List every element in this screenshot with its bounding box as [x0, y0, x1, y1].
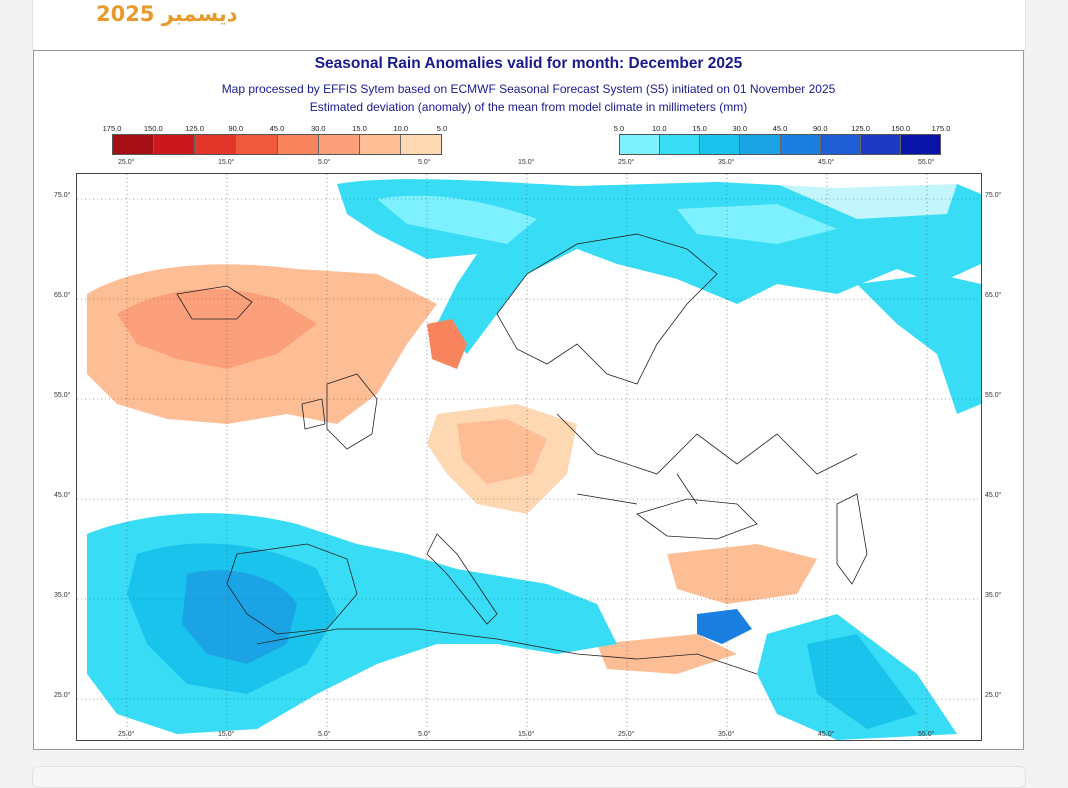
- map-subtitle-description: Estimated deviation (anomaly) of the mea…: [309, 100, 748, 114]
- legend-dry-swatch-7: [400, 135, 441, 154]
- lat-label-left-45: 45.0°: [54, 492, 71, 499]
- legend-wet-swatch-2: [700, 135, 741, 154]
- legend-wet-swatch-1: [660, 135, 701, 154]
- lat-label-right-35: 35.0°: [985, 592, 1002, 599]
- east-arctic-wet: [857, 274, 981, 414]
- legend-wet-anomaly: 5.0 10.0 15.0 30.0 45.0 90.0 125.0 150.0 175.0: [614, 124, 951, 160]
- legend-dry-label-5: 30.0: [310, 124, 326, 133]
- lon-label-top-1: 25.0°: [118, 159, 135, 166]
- lat-label-right-25: 25.0°: [985, 692, 1002, 699]
- map-subtitle-source: Map processed by EFFIS Sytem based on EC…: [221, 82, 836, 96]
- atlantic-dry-anomaly-core: [117, 289, 317, 369]
- turkey-dry: [667, 544, 817, 604]
- lon-label-bottom-5: 15.0°: [518, 731, 535, 738]
- lon-label-bottom-3: 5.0°: [318, 731, 331, 738]
- legend-wet-label-8: 175.0: [931, 124, 951, 133]
- lat-label-right-55: 55.0°: [985, 392, 1002, 399]
- lon-label-top-5: 15.0°: [518, 159, 535, 166]
- legend-dry-label-8: 5.0: [436, 124, 448, 133]
- lat-label-left-75: 75.0°: [54, 192, 71, 199]
- legend-dry-label-7: 10.0: [393, 124, 409, 133]
- lon-label-bottom-6: 25.0°: [618, 731, 635, 738]
- legend-wet-swatch-3: [740, 135, 781, 154]
- legend-wet-swatch-5: [820, 135, 861, 154]
- footer-card: [32, 766, 1026, 788]
- lat-label-right-65: 65.0°: [985, 292, 1002, 299]
- legend-wet-swatch-4: [780, 135, 821, 154]
- lat-label-right-75: 75.0°: [985, 192, 1002, 199]
- anomaly-map: [76, 173, 982, 741]
- arctic-wet-anomaly-core: [377, 195, 837, 244]
- legend-wet-swatch-0: [620, 135, 661, 154]
- lat-label-left-35: 35.0°: [54, 592, 71, 599]
- lon-label-top-7: 35.0°: [718, 159, 735, 166]
- legend-dry-label-6: 15.0: [352, 124, 367, 133]
- legend-wet-swatch-6: [860, 135, 901, 154]
- legend-wet-label-7: 150.0: [891, 124, 911, 133]
- lon-label-bottom-4: 5.0°: [418, 731, 431, 738]
- legend-dry-label-3: 90.0: [228, 124, 244, 133]
- lon-label-bottom-8: 45.0°: [818, 731, 835, 738]
- lon-label-bottom-9: 55.0°: [918, 731, 935, 738]
- anomaly-map-svg: [77, 174, 981, 740]
- legend-wet-label-4: 45.0: [772, 124, 788, 133]
- legend-dry-swatch-5: [318, 135, 360, 154]
- italy-coastline: [426, 533, 498, 625]
- lon-label-bottom-7: 35.0°: [718, 731, 735, 738]
- legend-dry-swatch-1: [154, 135, 196, 154]
- norway-dry-spot: [427, 319, 467, 369]
- legend-dry-label-0: 175.0: [102, 124, 122, 133]
- middle-east-wet-core: [807, 634, 917, 729]
- legend-dry-label-2: 125.0: [185, 124, 204, 133]
- legend-wet-label-3: 30.0: [732, 124, 748, 133]
- lon-label-bottom-2: 15.0°: [218, 731, 235, 738]
- legend-wet-label-0: 5.0: [613, 124, 625, 133]
- british-isles-coastline: [301, 373, 378, 450]
- lon-label-top-2: 15.0°: [218, 159, 235, 166]
- legend-dry-colorbar: [112, 134, 442, 155]
- arctic-high-lat-light: [777, 184, 957, 219]
- header-card: ديسمبر 2025: [32, 0, 1026, 53]
- legend-dry-label-4: 45.0: [269, 124, 285, 133]
- legend-dry-swatch-4: [277, 135, 319, 154]
- lon-label-top-8: 45.0°: [818, 159, 835, 166]
- page-heading: ديسمبر 2025: [96, 2, 238, 26]
- legend-wet-labels: 5.0 10.0 15.0 30.0 45.0 90.0 125.0 150.0 175.0: [614, 124, 951, 134]
- legend-dry-labels: 175.0 150.0 125.0 90.0 45.0 30.0 15.0 10.0 5.0: [103, 124, 448, 134]
- lon-label-bottom-1: 25.0°: [118, 731, 135, 738]
- lon-label-top-9: 55.0°: [918, 159, 935, 166]
- scandinavia-coastline: [496, 233, 718, 385]
- lon-label-top-3: 5.0°: [318, 159, 331, 166]
- north-africa-coastline: [256, 628, 758, 675]
- legend-dry-label-1: 150.0: [143, 124, 163, 133]
- forecast-map-card: Seasonal Rain Anomalies valid for month:…: [33, 50, 1024, 750]
- legend-dry-swatch-3: [236, 135, 278, 154]
- lat-label-left-65: 65.0°: [54, 292, 71, 299]
- lon-label-top-4: 5.0°: [418, 159, 431, 166]
- lat-label-left-25: 25.0°: [54, 692, 71, 699]
- legend-dry-swatch-6: [359, 135, 401, 154]
- iceland-coastline: [176, 285, 253, 320]
- legend-wet-label-2: 15.0: [692, 124, 707, 133]
- legend-dry-swatch-2: [195, 135, 237, 154]
- caspian-coastline: [836, 493, 868, 585]
- legend-dry-swatch-0: [113, 135, 155, 154]
- lat-label-left-55: 55.0°: [54, 392, 71, 399]
- lon-label-top-6: 25.0°: [618, 159, 635, 166]
- legend-wet-label-5: 90.0: [812, 124, 828, 133]
- legend-wet-colorbar: [619, 134, 941, 155]
- east-med-dry: [597, 634, 737, 674]
- lat-label-right-45: 45.0°: [985, 492, 1002, 499]
- iberia-coastline: [226, 543, 358, 635]
- central-europe-dry-core: [457, 419, 547, 484]
- cyprus-wet-spot: [697, 609, 752, 644]
- legend-wet-label-1: 10.0: [651, 124, 667, 133]
- legend-wet-label-6: 125.0: [851, 124, 870, 133]
- legend-wet-swatch-7: [900, 135, 940, 154]
- map-title: Seasonal Rain Anomalies valid for month:…: [314, 55, 743, 72]
- black-sea-coastline: [636, 498, 758, 540]
- legend-dry-anomaly: 175.0 150.0 125.0 90.0 45.0 30.0 15.0 10.0 5.0: [103, 124, 448, 160]
- iberia-wet-anomaly-core: [182, 570, 297, 664]
